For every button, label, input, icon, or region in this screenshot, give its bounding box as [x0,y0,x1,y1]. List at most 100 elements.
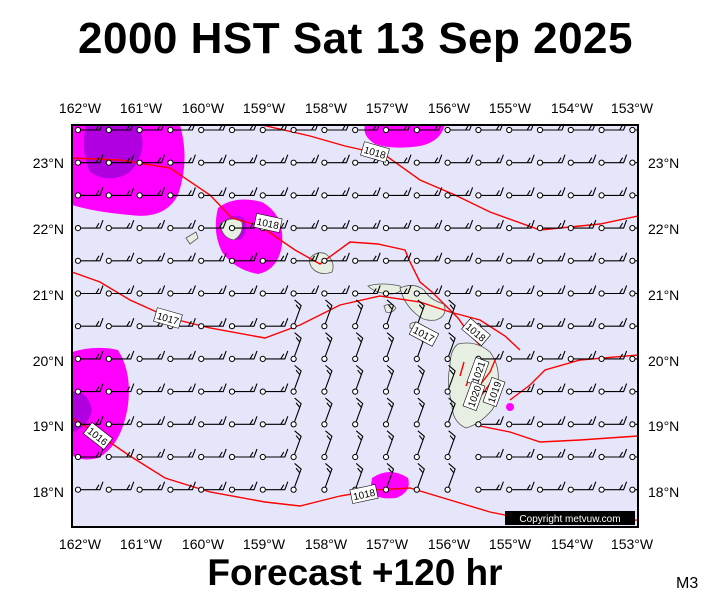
wind-barb [167,219,196,232]
wind-barb [444,252,474,264]
wind-barb [536,481,566,493]
wind-barb [413,154,443,166]
wind-barb [567,125,596,134]
wind-barb [475,252,504,264]
wind-barb [536,252,566,264]
lat-label: 18°N [33,484,64,500]
wind-barb [259,416,289,428]
wind-barb [290,463,302,493]
lon-label: 156°W [428,536,471,552]
lon-label: 157°W [366,100,409,116]
wind-barb [536,219,566,232]
lon-label: 159°W [243,100,286,116]
wind-barb [536,448,566,461]
wind-barb [444,154,474,166]
wind-barb [629,388,638,395]
wind-barb [352,332,364,362]
wind-barb [74,285,104,297]
wind-barb [74,383,104,395]
wind-barb [321,430,333,461]
wind-barb [629,453,638,461]
wind-barb [167,481,196,493]
wind-barb [259,125,288,134]
wind-barb [290,252,320,264]
wind-barb [567,187,597,199]
model-code: M3 [676,575,699,592]
wind-barb [598,416,628,428]
wind-barb [352,252,381,264]
wind-barb [290,285,320,297]
wind-barb [198,252,227,264]
wind-barb [629,290,638,297]
wind-barb [136,219,166,232]
wind-barb [136,416,166,428]
wind-barb [475,448,504,461]
wind-barb [629,323,638,330]
wind-barb [506,187,535,199]
wind-barb [506,416,535,428]
latitude-labels-left: 23°N 22°N 21°N 20°N 19°N 18°N [33,155,64,500]
wind-barb [567,252,597,264]
wind-barb [228,285,258,297]
wind-barb [105,448,135,461]
wind-barb [413,463,425,493]
wind-barb [444,397,456,428]
wind-barb [228,318,258,330]
wind-barb [506,481,535,493]
wind-barb [598,350,628,362]
wind-barb [352,397,364,428]
wind-barb [567,383,597,395]
wind-barb [167,285,196,297]
wind-barb [198,350,227,362]
longitude-labels-top: 162°W 161°W 160°W 159°W 158°W 157°W 156°… [59,100,654,116]
wind-barb [74,318,104,330]
wind-barb [228,125,257,134]
wind-barb [382,463,395,493]
wind-barb [105,125,134,134]
wind-barb [506,154,535,166]
wind-barb [536,318,566,330]
wind-barb [259,448,289,461]
wind-barb [321,364,333,395]
wind-barb [598,154,628,166]
wind-barb [567,154,597,166]
wind-barb [74,219,104,232]
wind-barb [506,219,535,232]
wind-barb [259,318,289,330]
lat-label: 18°N [648,484,679,500]
wind-barb [105,383,135,395]
wind-barb [290,154,320,166]
lon-label: 155°W [489,100,532,116]
wind-barb [444,332,456,362]
wind-barb [352,299,364,330]
wind-barb [167,154,196,166]
wind-barb [475,285,504,297]
wind-barb [567,219,597,232]
isobar-label: 1018 [352,488,376,503]
wind-barb [105,481,135,493]
lon-label: 160°W [182,536,225,552]
wind-barb [136,252,166,264]
wind-barb [136,187,166,199]
wind-barb [136,481,166,493]
wind-barb [413,430,425,461]
wind-barb [167,383,196,395]
wind-barb [321,187,350,199]
wind-barb [198,481,227,493]
wind-barb [506,350,535,362]
wind-barb [74,448,104,461]
wind-barb [290,332,302,362]
wind-barb [74,350,104,362]
wind-barb [475,416,504,428]
wind-barb [136,448,166,461]
wind-barb [382,397,395,428]
wind-barb [536,154,566,166]
wind-barb [105,350,135,362]
wind-barb [629,421,638,428]
wind-barb [567,318,597,330]
lat-label: 21°N [33,287,64,303]
isobar-label: 1018 [256,217,280,232]
copyright-text: Copyright metvuw.com [519,514,620,525]
wind-barb [413,219,443,232]
